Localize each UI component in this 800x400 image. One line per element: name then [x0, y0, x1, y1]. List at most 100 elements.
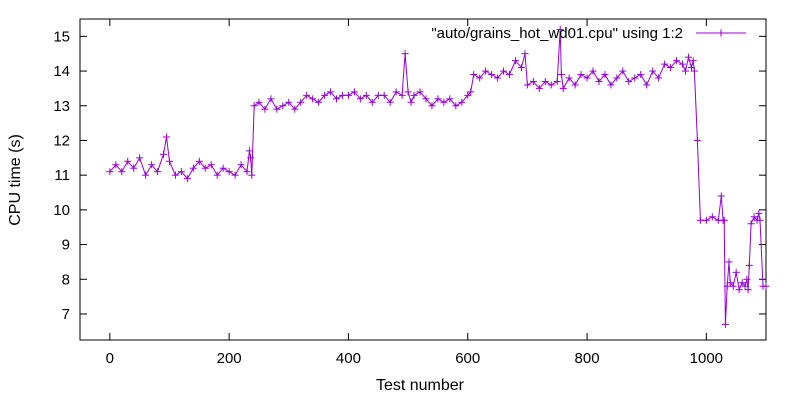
data-point	[505, 71, 513, 79]
data-point	[255, 98, 263, 106]
x-tick-label: 600	[455, 350, 480, 367]
data-point	[333, 95, 341, 103]
data-point	[756, 216, 764, 224]
data-point	[750, 213, 758, 221]
data-point	[374, 91, 382, 99]
y-tick-label: 15	[53, 28, 70, 45]
data-point	[267, 95, 275, 103]
data-point	[547, 81, 555, 89]
data-point	[755, 209, 763, 217]
axis-ticks: 0 200 400 600 800 1000 7 8 9 10 11 12 13 14 15	[53, 19, 766, 367]
y-tick-label: 10	[53, 202, 70, 219]
data-point	[171, 171, 179, 179]
data-point	[422, 95, 430, 103]
data-point	[729, 282, 737, 290]
data-point	[428, 102, 436, 110]
x-tick-label: 200	[217, 350, 242, 367]
data-point	[338, 91, 346, 99]
data-point	[476, 74, 484, 82]
data-point	[162, 133, 170, 141]
data-point	[529, 77, 537, 85]
y-axis-title: CPU time (s)	[7, 134, 24, 226]
plot-frame	[79, 18, 767, 341]
data-point	[124, 157, 132, 165]
data-point	[488, 71, 496, 79]
x-tick-label: 0	[106, 350, 114, 367]
data-point	[693, 136, 701, 144]
data-point	[440, 98, 448, 106]
data-point	[557, 71, 565, 79]
data-point	[583, 74, 591, 82]
data-point	[303, 91, 311, 99]
data-point	[721, 320, 729, 328]
data-series	[106, 25, 770, 328]
data-point	[747, 220, 755, 228]
data-point	[189, 164, 197, 172]
data-point	[250, 102, 258, 110]
data-point	[735, 286, 743, 294]
data-point	[725, 258, 733, 266]
data-point	[248, 171, 256, 179]
data-point	[517, 64, 525, 72]
data-point	[243, 168, 251, 176]
data-point	[631, 74, 639, 82]
data-point	[559, 84, 567, 92]
data-point	[315, 98, 323, 106]
data-point	[309, 95, 317, 103]
data-point	[398, 91, 406, 99]
data-point	[678, 60, 686, 68]
data-point	[279, 102, 287, 110]
data-point	[130, 164, 138, 172]
data-point	[732, 268, 740, 276]
data-point	[434, 95, 442, 103]
data-point	[684, 53, 692, 61]
data-point	[690, 67, 698, 75]
data-point	[106, 168, 114, 176]
data-point	[708, 213, 716, 221]
data-point	[661, 60, 669, 68]
data-point	[247, 154, 255, 162]
data-point	[362, 91, 370, 99]
data-point	[327, 88, 335, 96]
data-point	[207, 161, 215, 169]
data-point	[470, 71, 478, 79]
data-point	[225, 168, 233, 176]
data-point	[118, 168, 126, 176]
data-point	[401, 50, 409, 58]
y-tick-label: 11	[54, 167, 70, 184]
data-point	[511, 57, 519, 65]
data-point	[696, 216, 704, 224]
data-point	[494, 74, 502, 82]
data-point	[404, 88, 412, 96]
data-point	[458, 98, 466, 106]
data-point	[702, 216, 710, 224]
data-point	[350, 88, 358, 96]
data-point	[762, 282, 770, 290]
data-point	[142, 171, 150, 179]
data-point	[649, 67, 657, 75]
data-point	[237, 161, 245, 169]
data-point	[183, 175, 191, 183]
data-point	[297, 98, 305, 106]
data-point	[738, 279, 746, 287]
x-tick-label: 1000	[690, 350, 723, 367]
data-point	[464, 91, 472, 99]
data-point	[201, 164, 209, 172]
data-point	[273, 105, 281, 113]
data-point	[416, 88, 424, 96]
y-tick-label: 7	[62, 306, 70, 323]
y-tick-label: 8	[62, 271, 70, 288]
data-point	[601, 71, 609, 79]
series-line	[109, 29, 766, 325]
data-point	[452, 102, 460, 110]
data-point	[165, 157, 173, 165]
y-tick-label: 13	[53, 98, 70, 115]
y-tick-label: 12	[53, 132, 70, 149]
data-point	[160, 150, 168, 158]
data-point	[726, 279, 734, 287]
data-point	[625, 77, 633, 85]
data-point	[195, 157, 203, 165]
data-point	[667, 64, 675, 72]
